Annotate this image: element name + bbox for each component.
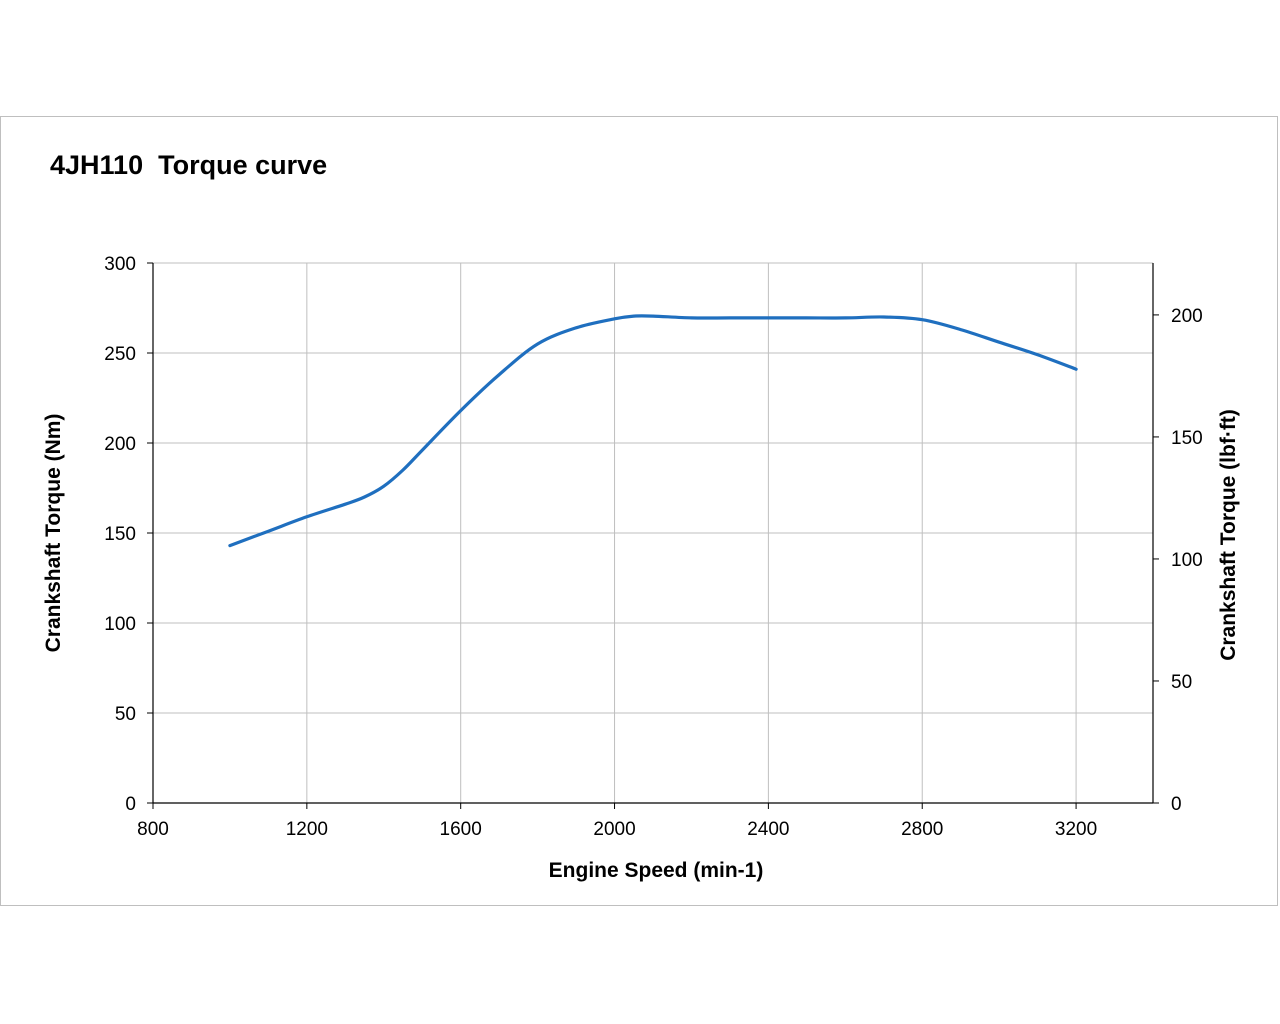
x-tick-label: 3200 — [1055, 819, 1097, 840]
y2-tick-label: 100 — [1171, 550, 1203, 571]
x-tick-label: 1600 — [440, 819, 482, 840]
x-tick-label: 800 — [137, 819, 169, 840]
y-axis-title: Crankshaft Torque (Nm) — [42, 414, 65, 653]
x-tick-label: 1200 — [286, 819, 328, 840]
y2-axis-title: Crankshaft Torque (lbf·ft) — [1217, 409, 1240, 661]
y-tick-label: 150 — [104, 524, 136, 545]
chart-frame — [0, 116, 1278, 906]
y-tick-label: 100 — [104, 614, 136, 635]
y2-tick-label: 200 — [1171, 306, 1203, 327]
x-tick-label: 2400 — [747, 819, 789, 840]
y-tick-label: 250 — [104, 344, 136, 365]
chart-title: 4JH110 Torque curve — [50, 150, 328, 180]
y2-tick-label: 50 — [1171, 672, 1192, 693]
x-tick-label: 2800 — [901, 819, 943, 840]
y2-tick-label: 150 — [1171, 428, 1203, 449]
x-axis-title: Engine Speed (min-1) — [549, 859, 764, 882]
torque-series-line — [228, 314, 1078, 548]
y2-tick-label: 0 — [1171, 794, 1182, 815]
y-tick-label: 50 — [115, 704, 136, 725]
y-tick-label: 300 — [104, 254, 136, 275]
y-tick-label: 200 — [104, 434, 136, 455]
x-tick-label: 2000 — [593, 819, 635, 840]
y-tick-label: 0 — [125, 794, 136, 815]
